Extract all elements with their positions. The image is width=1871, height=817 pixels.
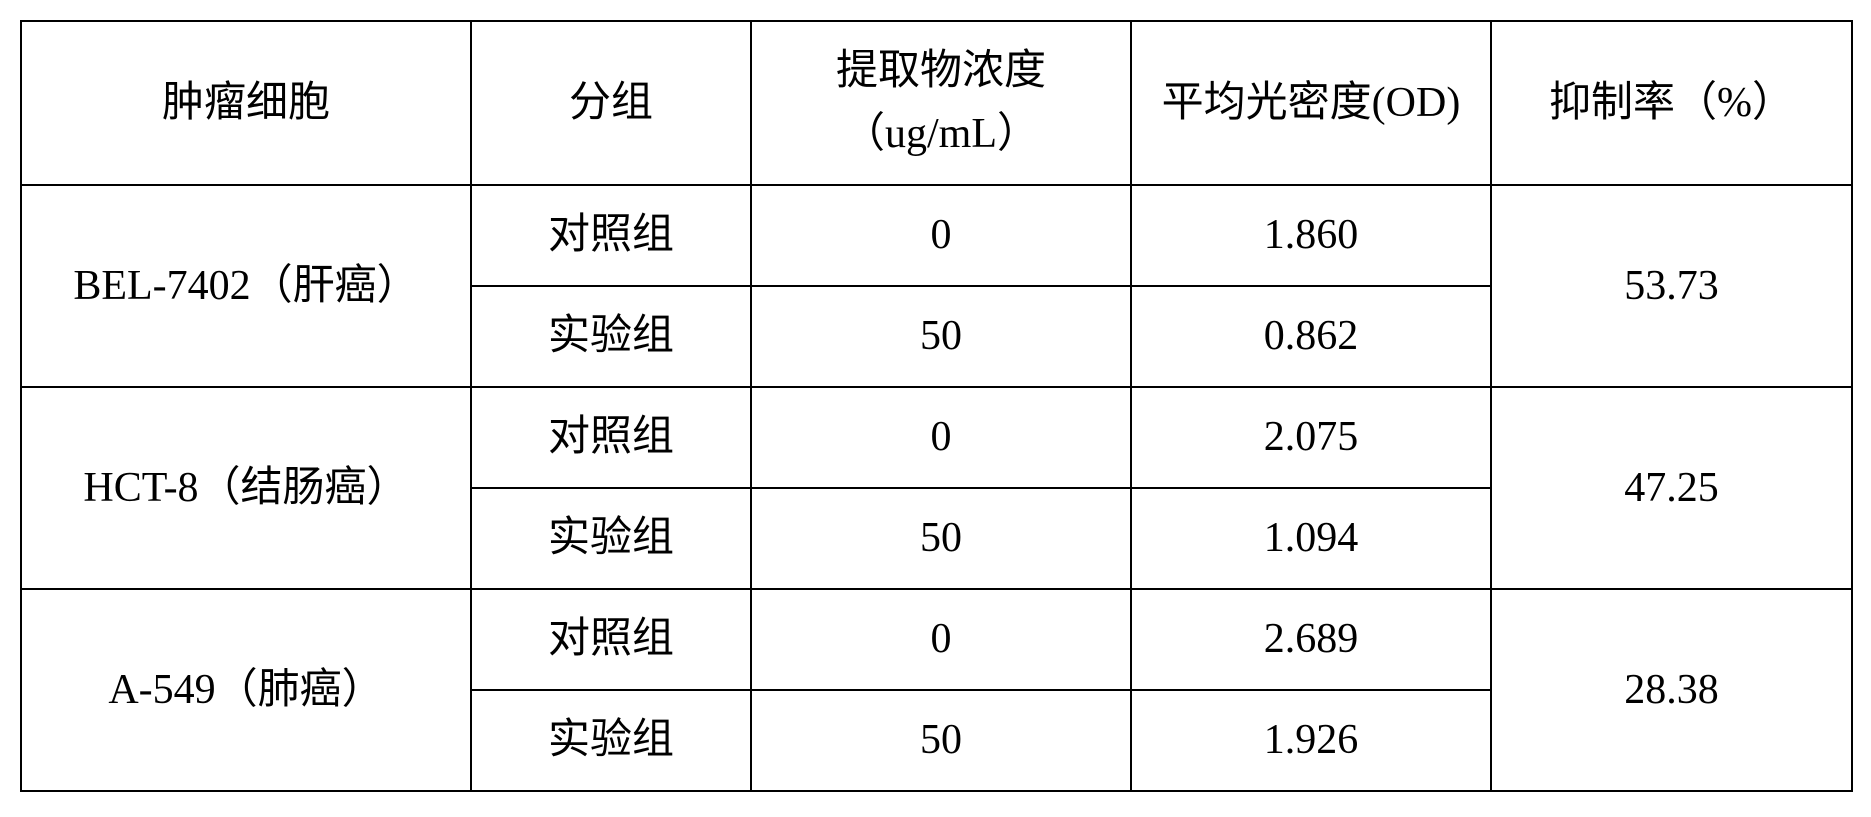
group-label: 实验组 xyxy=(471,488,751,589)
cell-line: A-549（肺癌） xyxy=(21,589,471,791)
group-label: 实验组 xyxy=(471,690,751,791)
concentration-value: 50 xyxy=(751,690,1131,791)
concentration-value: 0 xyxy=(751,589,1131,690)
header-inhibition: 抑制率（%） xyxy=(1491,21,1852,185)
cell-line: BEL-7402（肝癌） xyxy=(21,185,471,387)
table-row: BEL-7402（肝癌） 对照组 0 1.860 53.73 xyxy=(21,185,1852,286)
od-value: 2.075 xyxy=(1131,387,1491,488)
group-label: 对照组 xyxy=(471,185,751,286)
od-value: 1.926 xyxy=(1131,690,1491,791)
inhibition-value: 28.38 xyxy=(1491,589,1852,791)
header-group: 分组 xyxy=(471,21,751,185)
group-label: 对照组 xyxy=(471,589,751,690)
inhibition-table: 肿瘤细胞 分组 提取物浓度（ug/mL） 平均光密度(OD) 抑制率（%） BE… xyxy=(20,20,1853,792)
inhibition-value: 53.73 xyxy=(1491,185,1852,387)
concentration-value: 0 xyxy=(751,185,1131,286)
cell-line: HCT-8（结肠癌） xyxy=(21,387,471,589)
header-od: 平均光密度(OD) xyxy=(1131,21,1491,185)
od-value: 0.862 xyxy=(1131,286,1491,387)
header-concentration: 提取物浓度（ug/mL） xyxy=(751,21,1131,185)
group-label: 实验组 xyxy=(471,286,751,387)
table-row: A-549（肺癌） 对照组 0 2.689 28.38 xyxy=(21,589,1852,690)
concentration-value: 50 xyxy=(751,488,1131,589)
concentration-value: 0 xyxy=(751,387,1131,488)
header-cell-line: 肿瘤细胞 xyxy=(21,21,471,185)
concentration-value: 50 xyxy=(751,286,1131,387)
table-row: HCT-8（结肠癌） 对照组 0 2.075 47.25 xyxy=(21,387,1852,488)
inhibition-value: 47.25 xyxy=(1491,387,1852,589)
od-value: 2.689 xyxy=(1131,589,1491,690)
group-label: 对照组 xyxy=(471,387,751,488)
od-value: 1.094 xyxy=(1131,488,1491,589)
header-row: 肿瘤细胞 分组 提取物浓度（ug/mL） 平均光密度(OD) 抑制率（%） xyxy=(21,21,1852,185)
od-value: 1.860 xyxy=(1131,185,1491,286)
